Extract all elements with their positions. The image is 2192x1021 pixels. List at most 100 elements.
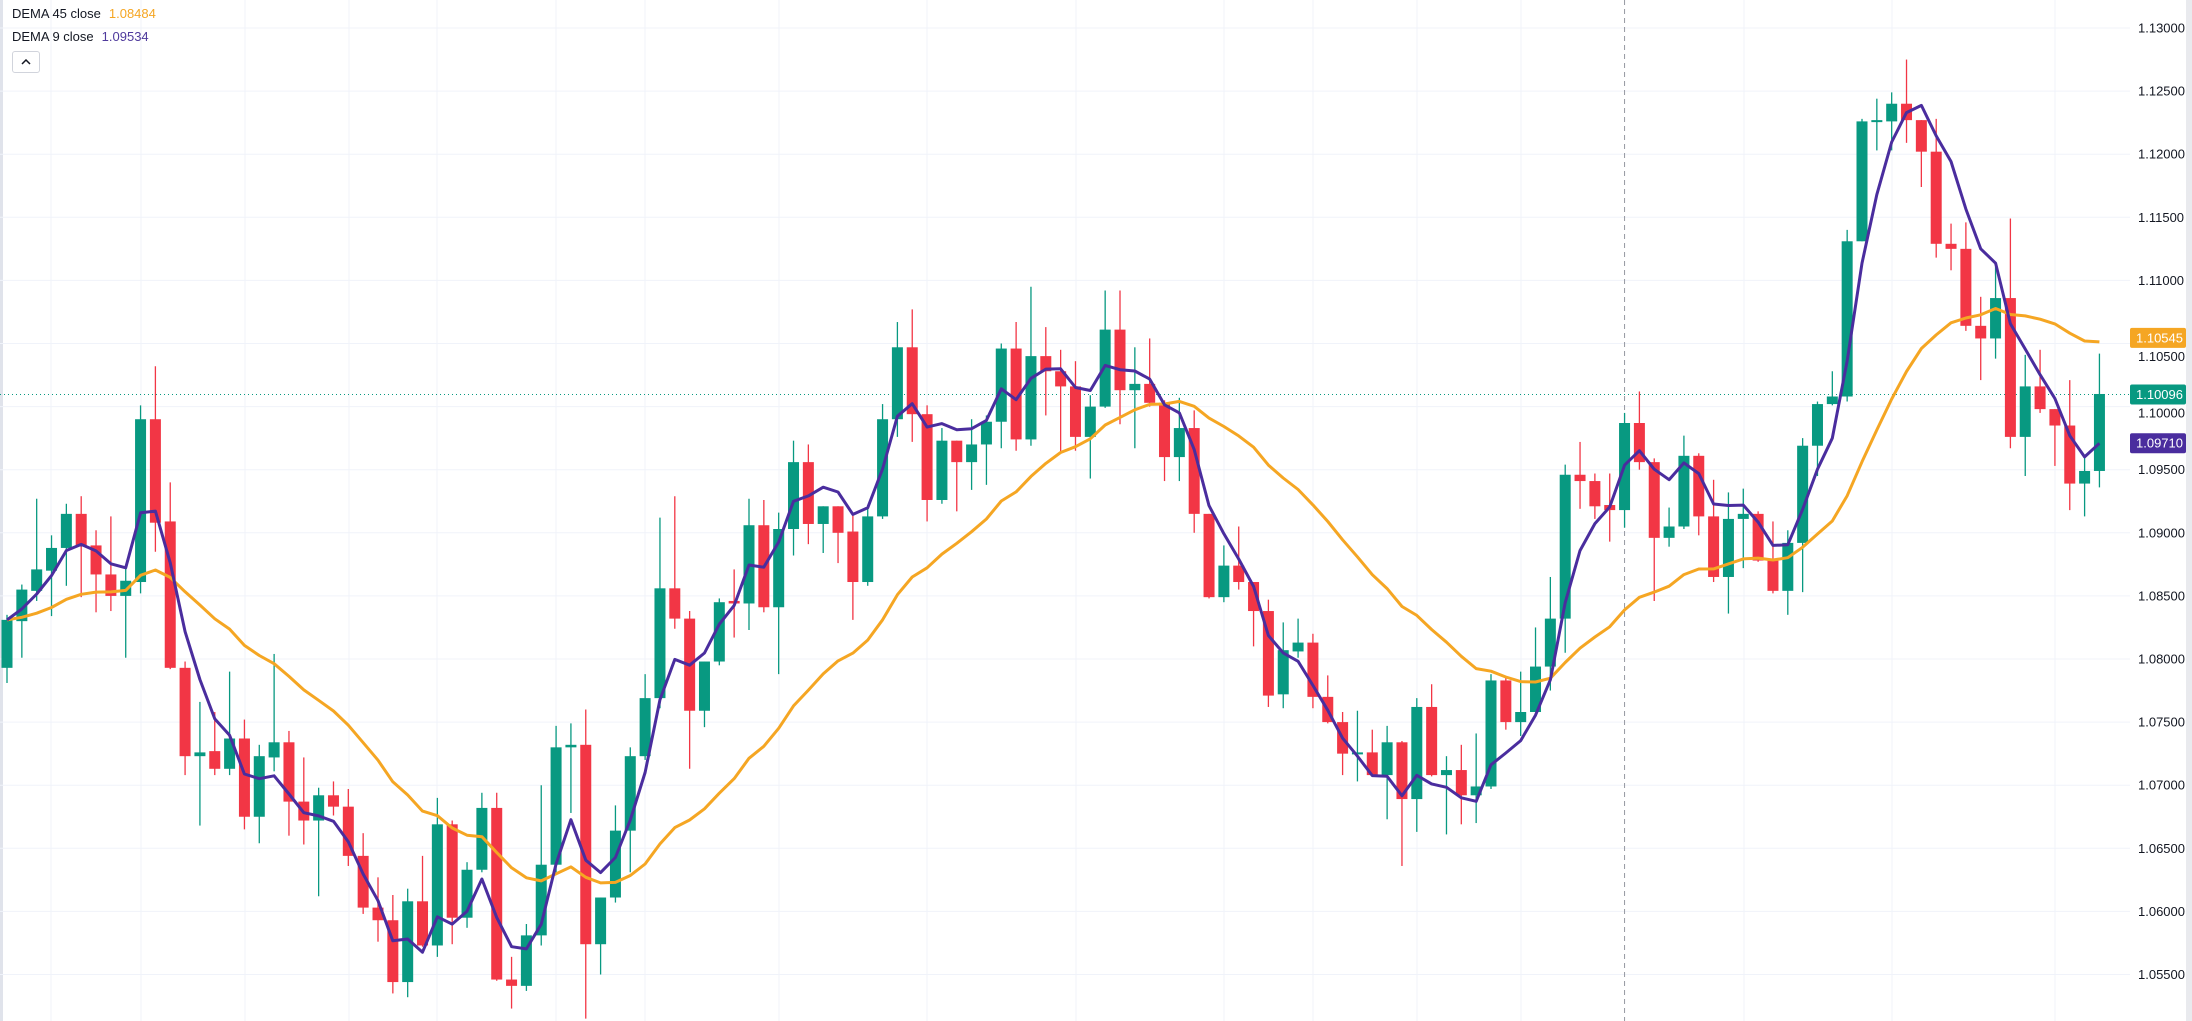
candle[interactable]: [1767, 521, 1779, 594]
candle[interactable]: [268, 653, 280, 772]
collapse-legend-button[interactable]: [12, 51, 40, 73]
candle[interactable]: [1990, 266, 2002, 359]
candle[interactable]: [1930, 118, 1942, 258]
candle[interactable]: [135, 405, 147, 594]
candle[interactable]: [327, 781, 339, 816]
candle[interactable]: [446, 820, 458, 945]
candle[interactable]: [164, 482, 176, 670]
candle[interactable]: [16, 584, 28, 658]
candle[interactable]: [520, 924, 532, 991]
candle[interactable]: [1455, 744, 1467, 825]
candle[interactable]: [1203, 513, 1215, 599]
candle[interactable]: [1381, 725, 1393, 820]
candle[interactable]: [639, 674, 651, 760]
candle[interactable]: [966, 419, 978, 490]
legend-dema-9[interactable]: DEMA 9 close 1.09534: [12, 27, 156, 50]
candle[interactable]: [1678, 435, 1690, 530]
candle[interactable]: [2034, 349, 2046, 413]
candle[interactable]: [1559, 464, 1571, 653]
candle[interactable]: [179, 661, 191, 776]
candle[interactable]: [1574, 441, 1586, 509]
candle[interactable]: [713, 598, 725, 666]
candle[interactable]: [1411, 698, 1423, 832]
candle[interactable]: [758, 499, 770, 613]
candle[interactable]: [1737, 488, 1749, 569]
candle[interactable]: [684, 611, 696, 769]
candle[interactable]: [1856, 118, 1868, 242]
candle[interactable]: [1871, 98, 1883, 151]
candle[interactable]: [1663, 507, 1675, 547]
candle[interactable]: [1633, 391, 1645, 470]
candle[interactable]: [2019, 354, 2031, 477]
candle[interactable]: [1470, 733, 1482, 824]
candle[interactable]: [298, 757, 310, 845]
candle[interactable]: [1248, 582, 1260, 647]
candle[interactable]: [1040, 327, 1052, 416]
candle[interactable]: [149, 366, 161, 552]
candle[interactable]: [832, 506, 844, 564]
candle[interactable]: [906, 309, 918, 442]
candle[interactable]: [580, 709, 592, 1019]
candle[interactable]: [1975, 296, 1987, 381]
candle[interactable]: [1396, 741, 1408, 866]
candle[interactable]: [224, 671, 236, 776]
candle[interactable]: [431, 797, 443, 957]
candle[interactable]: [1915, 120, 1927, 188]
candle[interactable]: [1440, 756, 1452, 835]
candle[interactable]: [1544, 576, 1556, 691]
candle[interactable]: [1159, 400, 1171, 482]
candle[interactable]: [253, 744, 265, 844]
candle[interactable]: [1277, 622, 1289, 709]
candle[interactable]: [1144, 338, 1156, 407]
candle[interactable]: [90, 530, 102, 613]
candle[interactable]: [936, 428, 948, 504]
candle[interactable]: [877, 404, 889, 519]
price-axis[interactable]: 1.13000 1.12500 1.12000 1.11500 1.11000 1.105…: [2138, 21, 2185, 983]
candle[interactable]: [1826, 371, 1838, 406]
candle[interactable]: [387, 894, 399, 994]
candle[interactable]: [1218, 545, 1230, 603]
candle[interactable]: [1530, 627, 1542, 713]
candle[interactable]: [75, 496, 87, 598]
candle[interactable]: [2004, 218, 2016, 449]
candle[interactable]: [372, 877, 384, 942]
candle[interactable]: [1619, 412, 1631, 528]
candle[interactable]: [2093, 353, 2105, 488]
price-scale-scrollbar[interactable]: [2186, 0, 2192, 1021]
candle[interactable]: [1114, 290, 1126, 425]
candle[interactable]: [1426, 684, 1438, 777]
candle[interactable]: [1025, 286, 1037, 446]
candle[interactable]: [31, 498, 43, 601]
candle[interactable]: [1648, 458, 1660, 601]
candle[interactable]: [461, 862, 473, 928]
candle[interactable]: [1262, 599, 1274, 707]
candle[interactable]: [2079, 457, 2091, 517]
candle[interactable]: [1129, 347, 1141, 449]
candle[interactable]: [1589, 473, 1601, 519]
candle[interactable]: [1901, 59, 1913, 143]
candle[interactable]: [194, 701, 206, 826]
candle[interactable]: [995, 343, 1007, 449]
candle[interactable]: [283, 730, 295, 836]
candle[interactable]: [2064, 380, 2076, 511]
candle[interactable]: [1960, 222, 1972, 331]
candle[interactable]: [565, 723, 577, 813]
candle[interactable]: [1797, 438, 1809, 593]
candle[interactable]: [1366, 729, 1378, 777]
candle[interactable]: [1307, 633, 1319, 709]
candle[interactable]: [847, 515, 859, 620]
candle[interactable]: [506, 956, 518, 1009]
candle[interactable]: [209, 712, 221, 776]
candle[interactable]: [817, 506, 829, 553]
candle[interactable]: [402, 888, 414, 998]
candle[interactable]: [1693, 453, 1705, 536]
candle[interactable]: [654, 517, 666, 709]
candle[interactable]: [476, 792, 488, 873]
candle[interactable]: [550, 725, 562, 873]
candle[interactable]: [1485, 674, 1497, 789]
candle[interactable]: [313, 787, 325, 897]
candle[interactable]: [1069, 361, 1081, 451]
candle[interactable]: [60, 503, 72, 586]
candle[interactable]: [773, 512, 785, 675]
